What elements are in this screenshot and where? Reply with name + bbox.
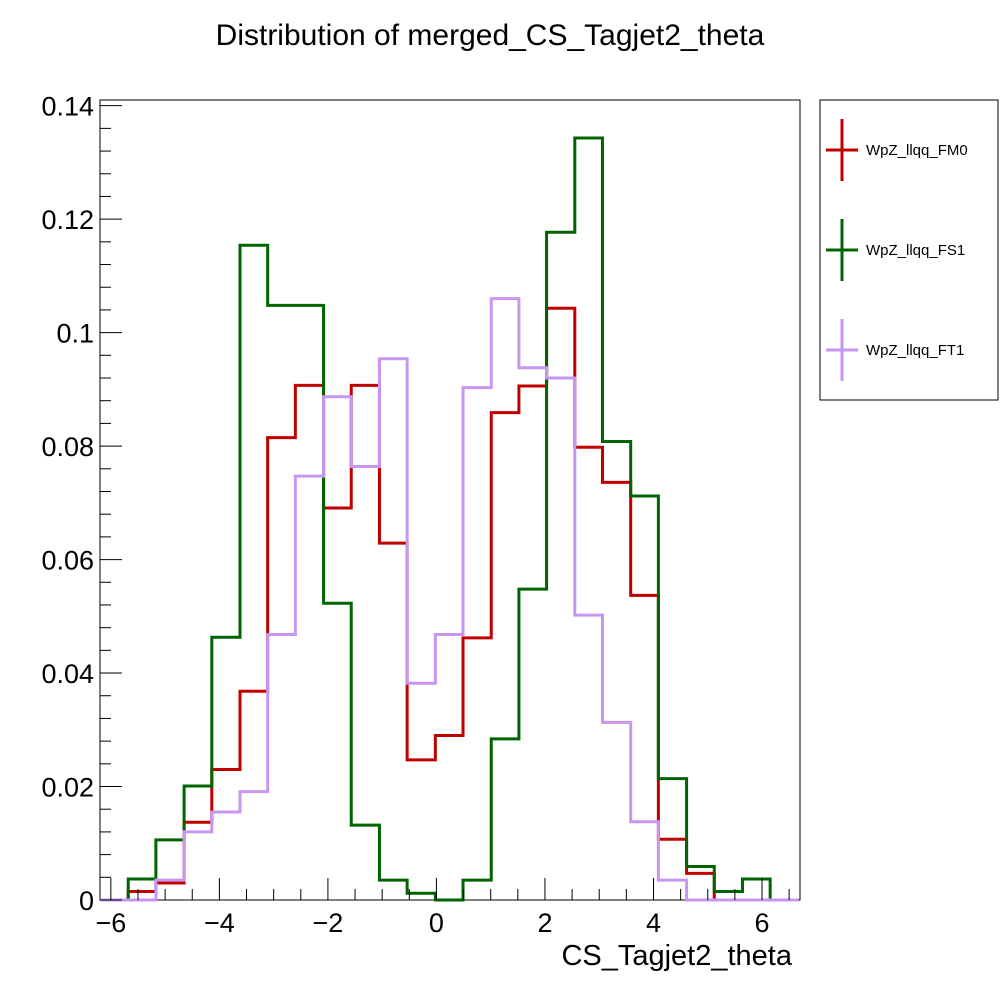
y-tick-label: 0.14	[41, 92, 94, 122]
legend: WpZ_llqq_FM0 WpZ_llqq_FS1 WpZ_llqq_FT1	[820, 100, 998, 400]
y-tick-label: 0.12	[41, 205, 94, 235]
chart-title: Distribution of merged_CS_Tagjet2_theta	[216, 19, 765, 52]
series-WpZ_llqq_FT1	[100, 299, 798, 900]
y-tick-label: 0	[79, 886, 94, 916]
series-line-WpZ_llqq_FS1	[100, 138, 798, 900]
x-tick-label: 6	[754, 908, 769, 938]
y-tick-label: 0.06	[41, 546, 94, 576]
x-tick-label: −6	[95, 908, 126, 938]
y-tick-label: 0.08	[41, 432, 94, 462]
y-tick-label: 0.04	[41, 659, 94, 689]
y-tick-label: 0.02	[41, 773, 94, 803]
x-tick-label: 0	[429, 908, 444, 938]
x-tick-label: −4	[204, 908, 235, 938]
x-axis-title: CS_Tagjet2_theta	[561, 940, 792, 972]
series-WpZ_llqq_FM0	[100, 308, 798, 900]
y-tick-label: 0.1	[56, 319, 94, 349]
x-tick-label: 2	[537, 908, 552, 938]
series-line-WpZ_llqq_FT1	[100, 299, 798, 900]
series-WpZ_llqq_FS1	[100, 138, 798, 900]
series-line-WpZ_llqq_FM0	[100, 308, 798, 900]
x-tick-label: −2	[313, 908, 344, 938]
x-tick-label: 4	[646, 908, 661, 938]
legend-label: WpZ_llqq_FM0	[866, 142, 968, 159]
series-layer	[100, 138, 798, 900]
legend-label: WpZ_llqq_FT1	[866, 342, 964, 359]
plot-frame	[100, 100, 800, 900]
legend-label: WpZ_llqq_FS1	[866, 242, 965, 259]
y-axis: 0 0.02 0.04 0.06 0.08 0.1 0.12 0.14	[41, 92, 122, 916]
plot-area	[100, 100, 800, 900]
